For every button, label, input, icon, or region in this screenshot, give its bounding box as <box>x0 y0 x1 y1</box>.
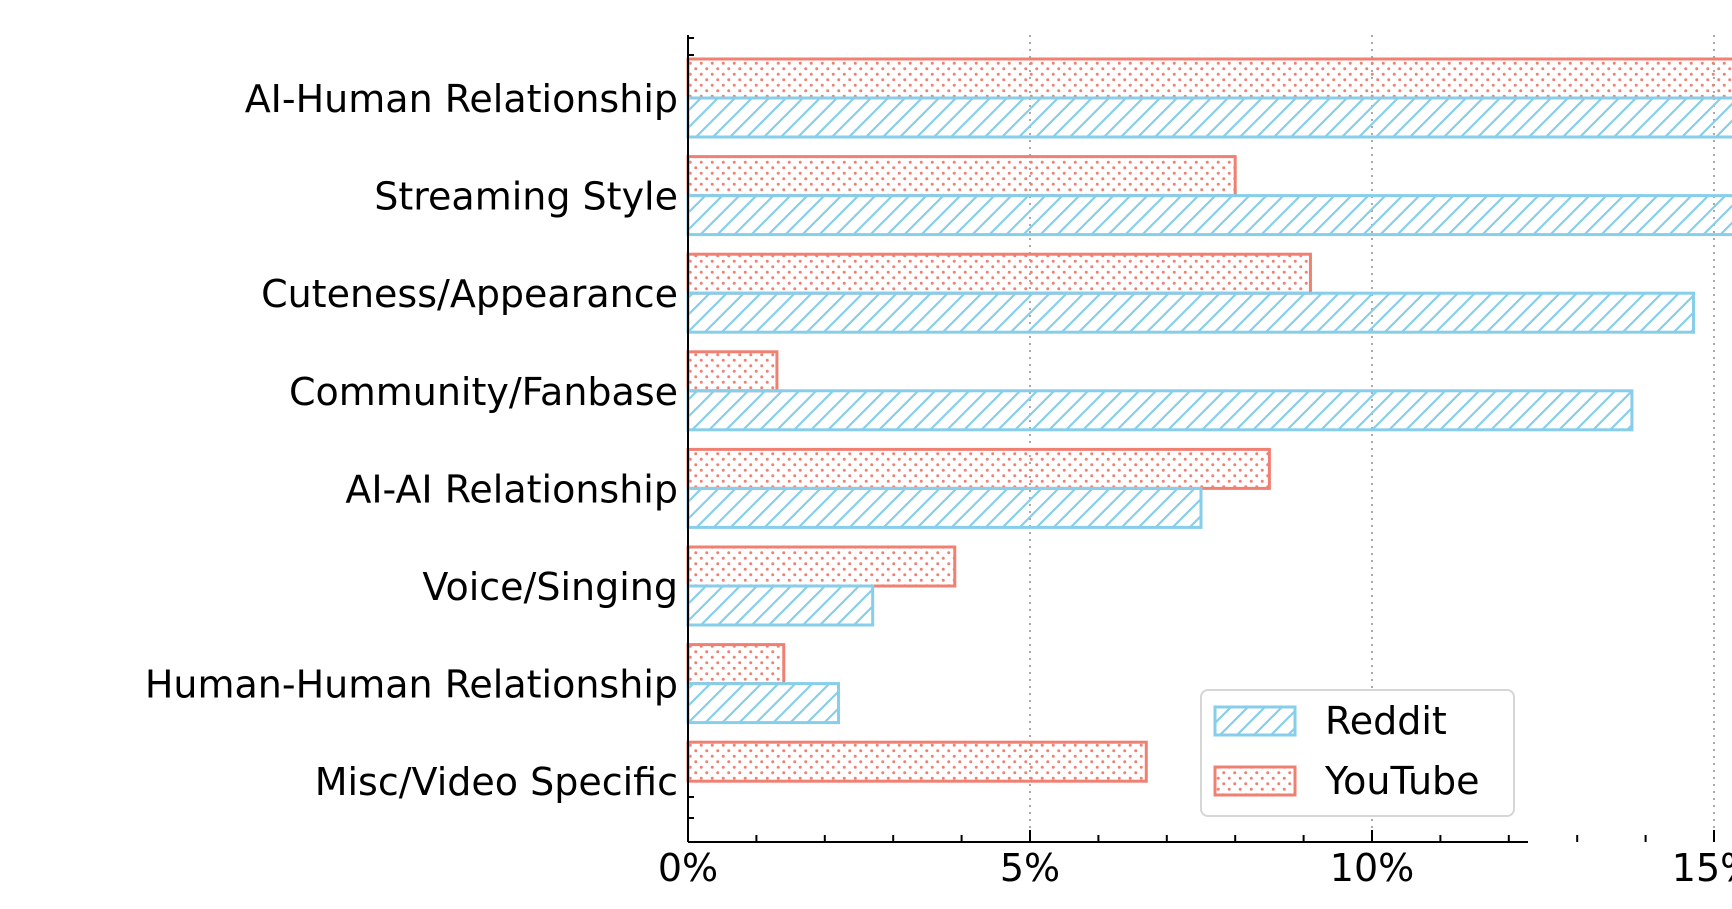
category-label: Human-Human Relationship <box>145 663 678 707</box>
bar-reddit <box>686 682 840 725</box>
x-tick-label: 10% <box>1330 846 1414 890</box>
legend-swatch-reddit <box>1213 705 1297 737</box>
bar-youtube <box>686 643 786 686</box>
bar-reddit <box>686 584 875 627</box>
bar-youtube <box>686 545 957 588</box>
bar-reddit <box>686 291 1695 334</box>
bar-reddit <box>686 389 1634 432</box>
bar-youtube <box>686 447 1271 490</box>
legend-label-reddit: Reddit <box>1325 699 1447 743</box>
x-tick-label: 5% <box>1000 846 1060 890</box>
axes <box>687 35 1715 843</box>
labels: AI-Human Relationship Streaming Style Cute… <box>145 77 1732 890</box>
category-label: Voice/Singing <box>422 565 678 609</box>
bar-reddit <box>686 194 1732 237</box>
bar-youtube <box>686 155 1237 198</box>
bar-youtube <box>686 252 1312 295</box>
category-label: Community/Fanbase <box>289 370 678 414</box>
category-label: AI-Human Relationship <box>245 77 678 121</box>
bar-reddit <box>686 96 1732 139</box>
bars <box>686 57 1732 783</box>
bar-youtube <box>686 740 1148 783</box>
legend: Reddit YouTube <box>1200 689 1515 817</box>
category-label: Cuteness/Appearance <box>261 272 678 316</box>
category-label: Streaming Style <box>374 175 678 219</box>
category-label: AI-AI Relationship <box>345 467 678 511</box>
x-tick-label: 15% <box>1672 846 1732 890</box>
legend-swatch-youtube <box>1213 765 1297 797</box>
category-label: Misc/Video Specific <box>315 760 678 804</box>
bar-reddit <box>686 486 1203 529</box>
bar-youtube <box>686 57 1732 100</box>
legend-label-youtube: YouTube <box>1324 759 1480 803</box>
x-tick-label: 0% <box>658 846 718 890</box>
bar-youtube <box>686 350 779 393</box>
